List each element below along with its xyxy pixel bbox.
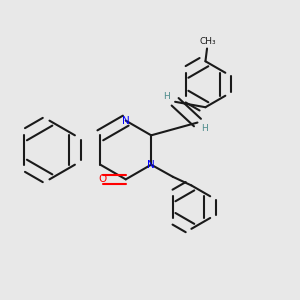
Text: H: H [201, 124, 208, 133]
Text: H: H [163, 92, 169, 100]
Text: N: N [122, 116, 130, 126]
Text: CH₃: CH₃ [200, 37, 217, 46]
Text: O: O [99, 174, 107, 184]
Text: N: N [147, 160, 155, 170]
